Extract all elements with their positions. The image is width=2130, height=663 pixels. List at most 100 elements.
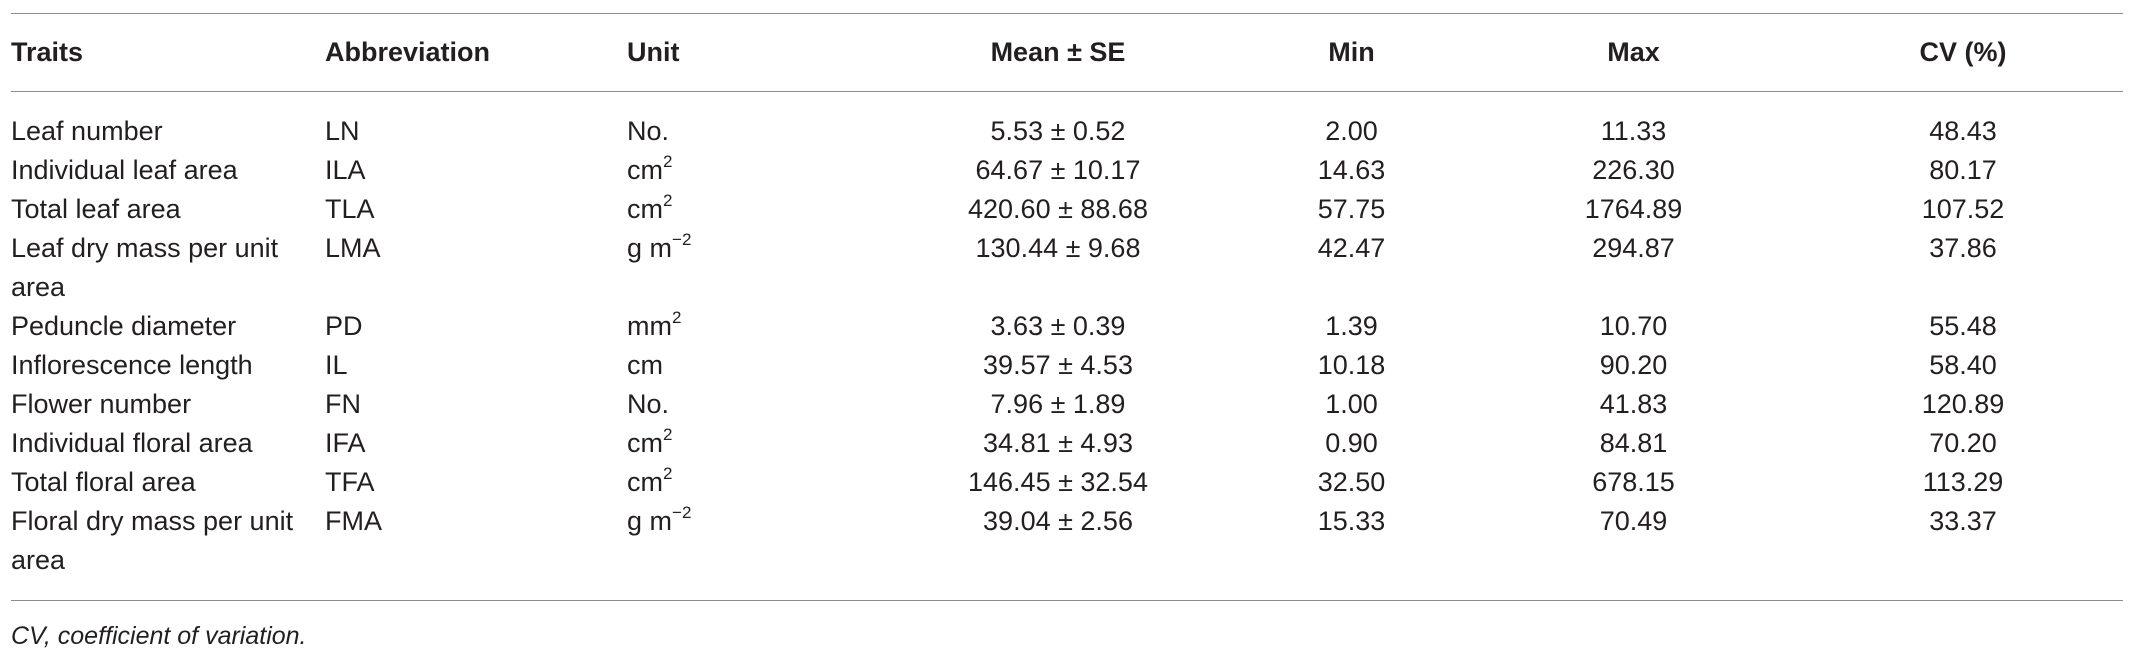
unit-superscript: −2 [672, 503, 692, 522]
unit-superscript: 2 [663, 191, 673, 210]
cell-max: 84.81 [1599, 428, 1668, 458]
cell-trait: Leaf number [11, 116, 163, 146]
unit-base: No. [627, 116, 670, 146]
table-row: Inflorescence length IL cm 39.57 ± 4.53 10.1… [11, 346, 2123, 385]
cell-cv: 107.52 [1921, 194, 2005, 224]
header-min: Min [1328, 37, 1375, 67]
cell-unit: g m−2 [627, 502, 877, 600]
cell-unit: mm2 [627, 307, 877, 346]
table-row: Individual floral area IFA cm2 34.81 ± 4.93… [11, 424, 2123, 463]
cell-unit: No. [627, 385, 877, 424]
cell-abbreviation: IL [325, 350, 348, 380]
cell-min: 32.50 [1317, 467, 1386, 497]
unit-base: No. [627, 389, 670, 419]
header-row: Traits Abbreviation Unit Mean ± SE Min M… [11, 14, 2123, 92]
table-footnote: CV, coefficient of variation. [11, 622, 307, 650]
table-header-rule [11, 91, 2123, 92]
unit-base: cm [627, 467, 663, 497]
cell-min: 10.18 [1317, 350, 1386, 380]
cell-trait: Individual floral area [11, 428, 253, 458]
cell-max: 41.83 [1599, 389, 1668, 419]
table-row: Leaf dry mass per unit area LMA g m−2 130.4… [11, 229, 2123, 307]
cell-abbreviation: FMA [325, 506, 382, 536]
cell-mean-se: 420.60 ± 88.68 [968, 194, 1148, 224]
header-mean-se: Mean ± SE [990, 37, 1126, 67]
cell-min: 0.90 [1325, 428, 1378, 458]
unit-base: cm [627, 155, 663, 185]
cell-mean-se: 130.44 ± 9.68 [975, 233, 1141, 263]
cell-abbreviation: IFA [325, 428, 366, 458]
cell-trait: Peduncle diameter [11, 311, 237, 341]
cell-mean-se: 5.53 ± 0.52 [990, 116, 1126, 146]
cell-cv: 55.48 [1929, 311, 1997, 341]
header-rule-row [11, 91, 2123, 92]
unit-superscript: 2 [663, 464, 673, 483]
table-top-rule [11, 13, 2123, 14]
cell-trait: Total floral area [11, 467, 196, 497]
unit-base: cm [627, 350, 663, 380]
cell-max: 294.87 [1592, 233, 1675, 263]
cell-max: 11.33 [1600, 116, 1667, 146]
cell-cv: 37.86 [1929, 233, 1997, 263]
cell-mean-se: 146.45 ± 32.54 [968, 467, 1148, 497]
cell-unit: cm [627, 346, 877, 385]
cell-cv: 48.43 [1929, 116, 1997, 146]
cell-unit: cm2 [627, 151, 877, 190]
cell-abbreviation: LMA [325, 233, 381, 263]
unit-superscript: −2 [672, 230, 692, 249]
cell-mean-se: 34.81 ± 4.93 [983, 428, 1133, 458]
trait-table-container: Traits Abbreviation Unit Mean ± SE Min M… [11, 13, 2123, 601]
cell-trait: Total leaf area [11, 194, 181, 224]
cell-max: 10.70 [1599, 311, 1668, 341]
cell-mean-se: 64.67 ± 10.17 [975, 155, 1141, 185]
cell-unit: cm2 [627, 190, 877, 229]
cell-mean-se: 3.63 ± 0.39 [990, 311, 1126, 341]
cell-trait: Flower number [11, 389, 192, 419]
cell-abbreviation: FN [325, 389, 361, 419]
cell-min: 42.47 [1317, 233, 1386, 263]
table-row: Total leaf area TLA cm2 420.60 ± 88.68 57.75… [11, 190, 2123, 229]
header-cv: CV (%) [1919, 37, 2007, 67]
cell-abbreviation: TFA [325, 467, 375, 497]
cell-cv: 58.40 [1929, 350, 1997, 380]
cell-unit: g m−2 [627, 229, 877, 307]
table-row: Peduncle diameter PD mm2 3.63 ± 0.39 1.39 10.… [11, 307, 2123, 346]
cell-abbreviation: TLA [325, 194, 375, 224]
table-row: Floral dry mass per unit area FMA g m−2 39.… [11, 502, 2123, 600]
unit-base: mm [627, 311, 672, 341]
cell-max: 1764.89 [1584, 194, 1683, 224]
cell-max: 90.20 [1599, 350, 1668, 380]
cell-unit: cm2 [627, 463, 877, 502]
cell-abbreviation: LN [325, 116, 360, 146]
table-row: Total floral area TFA cm2 146.45 ± 32.54 32.… [11, 463, 2123, 502]
cell-cv: 70.20 [1929, 428, 1997, 458]
header-traits: Traits [11, 37, 84, 67]
cell-min: 1.39 [1325, 311, 1378, 341]
header-abbreviation: Abbreviation [325, 37, 491, 67]
cell-cv: 33.37 [1929, 506, 1997, 536]
table-row: Individual leaf area ILA cm2 64.67 ± 10.17 1… [11, 151, 2123, 190]
cell-cv: 113.29 [1922, 467, 2004, 497]
cell-trait: Individual leaf area [11, 155, 238, 185]
cell-unit: No. [627, 92, 877, 151]
cell-unit: cm2 [627, 424, 877, 463]
trait-table: Traits Abbreviation Unit Mean ± SE Min M… [11, 14, 2123, 600]
cell-cv: 80.17 [1929, 155, 1997, 185]
unit-superscript: 2 [671, 308, 682, 327]
cell-abbreviation: ILA [325, 155, 366, 185]
cell-max: 226.30 [1592, 155, 1675, 185]
unit-base: g m [627, 233, 673, 263]
unit-base: cm [627, 428, 663, 458]
cell-max: 70.49 [1599, 506, 1668, 536]
unit-base: g m [627, 506, 673, 536]
cell-trait: Floral dry mass per unit area [11, 506, 294, 575]
cell-cv: 120.89 [1921, 389, 2005, 419]
cell-min: 57.75 [1317, 194, 1386, 224]
cell-min: 15.33 [1317, 506, 1386, 536]
table-header: Traits Abbreviation Unit Mean ± SE Min M… [11, 14, 2123, 92]
header-unit: Unit [627, 37, 680, 67]
cell-max: 678.15 [1592, 467, 1675, 497]
cell-trait: Leaf dry mass per unit area [11, 233, 279, 302]
table-row: Flower number FN No. 7.96 ± 1.89 1.00 41.83 12… [11, 385, 2123, 424]
cell-mean-se: 39.04 ± 2.56 [983, 506, 1133, 536]
